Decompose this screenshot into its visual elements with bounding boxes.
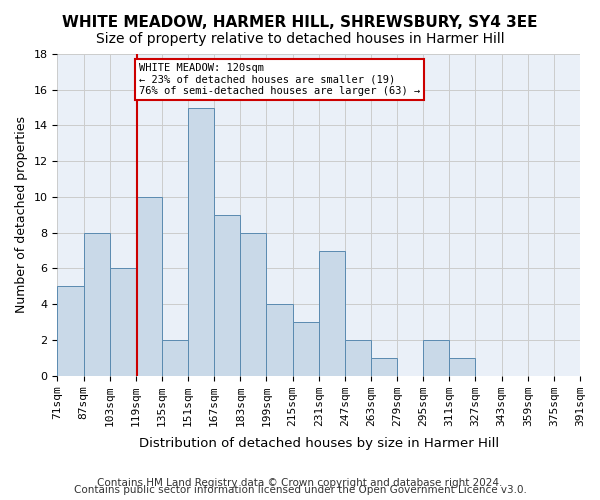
Bar — [345, 340, 371, 376]
Text: Size of property relative to detached houses in Harmer Hill: Size of property relative to detached ho… — [95, 32, 505, 46]
Bar — [423, 340, 449, 376]
Bar — [293, 322, 319, 376]
Bar — [83, 232, 110, 376]
Bar — [371, 358, 397, 376]
Bar — [58, 286, 83, 376]
Y-axis label: Number of detached properties: Number of detached properties — [15, 116, 28, 314]
Bar — [266, 304, 293, 376]
Text: Contains HM Land Registry data © Crown copyright and database right 2024.: Contains HM Land Registry data © Crown c… — [97, 478, 503, 488]
X-axis label: Distribution of detached houses by size in Harmer Hill: Distribution of detached houses by size … — [139, 437, 499, 450]
Text: WHITE MEADOW, HARMER HILL, SHREWSBURY, SY4 3EE: WHITE MEADOW, HARMER HILL, SHREWSBURY, S… — [62, 15, 538, 30]
Bar — [136, 197, 162, 376]
Bar — [449, 358, 475, 376]
Bar — [319, 250, 345, 376]
Bar — [162, 340, 188, 376]
Bar — [188, 108, 214, 376]
Bar — [214, 215, 241, 376]
Bar — [241, 232, 266, 376]
Text: Contains public sector information licensed under the Open Government Licence v3: Contains public sector information licen… — [74, 485, 526, 495]
Text: WHITE MEADOW: 120sqm
← 23% of detached houses are smaller (19)
76% of semi-detac: WHITE MEADOW: 120sqm ← 23% of detached h… — [139, 63, 421, 96]
Bar — [110, 268, 136, 376]
